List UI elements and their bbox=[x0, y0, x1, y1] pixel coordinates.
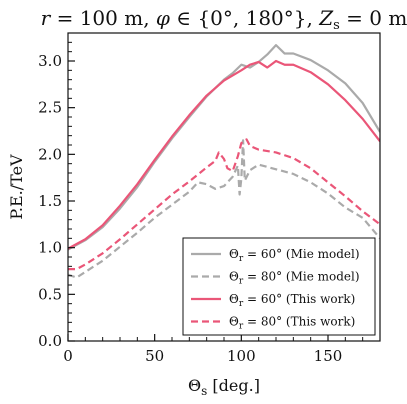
y-tick-label: 1.5 bbox=[38, 192, 62, 210]
y-tick-label: 2.0 bbox=[38, 145, 62, 163]
legend-label-4: Θr = 80° (This work) bbox=[229, 315, 355, 332]
y-tick-label: 0.0 bbox=[38, 332, 62, 350]
y-tick-label: 0.5 bbox=[38, 285, 62, 303]
y-tick-label: 3.0 bbox=[38, 52, 62, 70]
chart-title-group: r = 100 m, φ ∈ {0°, 180°}, Zs = 0 m bbox=[41, 6, 407, 33]
legend-label-1: Θr = 60° (Mie model) bbox=[229, 247, 360, 264]
x-tick-label: 150 bbox=[314, 347, 343, 365]
y-tick-label: 2.5 bbox=[38, 99, 62, 117]
series-line-2 bbox=[68, 139, 380, 279]
series-line-3 bbox=[68, 59, 380, 250]
legend-label-3: Θr = 60° (This work) bbox=[229, 292, 355, 309]
chart-title: r = 100 m, φ ∈ {0°, 180°}, Zs = 0 m bbox=[41, 6, 407, 33]
x-tick-label: 100 bbox=[227, 347, 256, 365]
x-tick-label: 0 bbox=[63, 347, 73, 365]
x-tick-label: 50 bbox=[145, 347, 164, 365]
ticks-group: 0 50 100 150 0.0 0.5 1.0 1.5 2.0 2.5 3.0 Θs [deg.] P… bbox=[7, 41, 381, 398]
y-axis-label: P.E./TeV bbox=[7, 154, 26, 220]
series-line-4 bbox=[68, 138, 380, 271]
legend-label-2: Θr = 80° (Mie model) bbox=[229, 270, 360, 287]
x-axis-label: Θs [deg.] bbox=[188, 376, 260, 398]
series-line-1 bbox=[68, 44, 380, 251]
legend: Θr = 60° (Mie model) Θr = 80° (Mie model)… bbox=[182, 237, 376, 336]
y-tick-label: 1.0 bbox=[38, 239, 62, 257]
series-group bbox=[68, 44, 380, 279]
